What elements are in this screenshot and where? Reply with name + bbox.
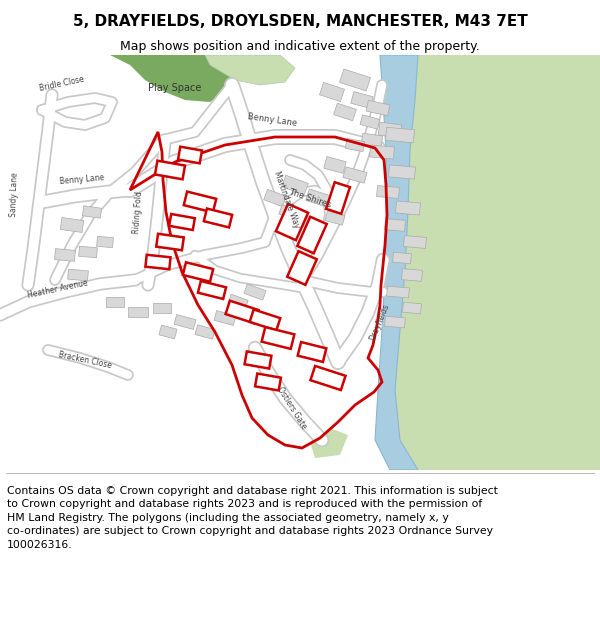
Polygon shape	[287, 251, 317, 285]
Polygon shape	[250, 309, 280, 331]
Polygon shape	[145, 255, 170, 269]
Polygon shape	[361, 133, 383, 147]
Text: Bridle Close: Bridle Close	[39, 75, 85, 93]
Polygon shape	[82, 206, 101, 218]
Text: Heather Avenue: Heather Avenue	[27, 278, 89, 300]
Polygon shape	[334, 103, 356, 121]
Polygon shape	[281, 175, 308, 195]
Polygon shape	[386, 286, 409, 298]
Polygon shape	[404, 236, 427, 249]
Polygon shape	[55, 249, 76, 261]
Polygon shape	[97, 236, 113, 248]
Polygon shape	[343, 167, 367, 183]
Polygon shape	[156, 234, 184, 250]
Polygon shape	[320, 82, 344, 102]
Polygon shape	[106, 297, 124, 307]
Text: Riding Fold: Riding Fold	[132, 191, 144, 234]
Polygon shape	[325, 211, 345, 225]
Polygon shape	[360, 115, 380, 129]
Polygon shape	[324, 157, 346, 173]
Polygon shape	[244, 284, 266, 300]
Polygon shape	[392, 253, 412, 264]
Polygon shape	[395, 201, 421, 215]
Polygon shape	[79, 246, 97, 258]
Text: Drayfields: Drayfields	[368, 302, 391, 342]
Polygon shape	[262, 327, 295, 349]
Polygon shape	[174, 314, 196, 329]
Text: Contains OS data © Crown copyright and database right 2021. This information is : Contains OS data © Crown copyright and d…	[7, 486, 498, 550]
Polygon shape	[297, 217, 327, 253]
Polygon shape	[370, 145, 394, 159]
Polygon shape	[226, 301, 259, 323]
Text: 5, DRAYFIELDS, DROYLSDEN, MANCHESTER, M43 7ET: 5, DRAYFIELDS, DROYLSDEN, MANCHESTER, M4…	[73, 14, 527, 29]
Polygon shape	[366, 101, 390, 116]
Text: Benny Lane: Benny Lane	[247, 112, 298, 128]
Polygon shape	[255, 374, 281, 391]
Polygon shape	[385, 127, 415, 142]
Polygon shape	[385, 219, 406, 231]
Polygon shape	[345, 139, 365, 151]
Polygon shape	[178, 147, 202, 163]
Text: Ostlers Gate: Ostlers Gate	[275, 386, 308, 431]
Polygon shape	[351, 92, 373, 108]
Polygon shape	[378, 122, 402, 138]
Text: Sandy Lane: Sandy Lane	[9, 173, 19, 218]
Polygon shape	[276, 204, 308, 240]
Polygon shape	[159, 325, 177, 339]
Polygon shape	[195, 325, 215, 339]
Polygon shape	[184, 192, 216, 213]
Polygon shape	[155, 161, 185, 179]
Polygon shape	[401, 269, 422, 281]
Polygon shape	[204, 209, 232, 227]
Text: Benny Lane: Benny Lane	[59, 173, 105, 186]
Polygon shape	[214, 311, 236, 326]
Polygon shape	[375, 55, 418, 470]
Polygon shape	[0, 55, 390, 465]
Polygon shape	[228, 294, 248, 310]
Polygon shape	[310, 428, 348, 458]
Text: Map shows position and indicative extent of the property.: Map shows position and indicative extent…	[120, 39, 480, 52]
Polygon shape	[385, 316, 406, 328]
Polygon shape	[326, 182, 350, 214]
Polygon shape	[297, 214, 319, 231]
Polygon shape	[183, 262, 213, 282]
Polygon shape	[298, 342, 326, 362]
Polygon shape	[169, 214, 195, 230]
Polygon shape	[403, 302, 421, 314]
Polygon shape	[205, 55, 295, 85]
Text: Play Space: Play Space	[148, 83, 202, 93]
Polygon shape	[340, 69, 370, 91]
Polygon shape	[279, 204, 297, 219]
Polygon shape	[128, 307, 148, 317]
Polygon shape	[100, 55, 235, 102]
Text: Martindale Way: Martindale Way	[272, 170, 301, 230]
Polygon shape	[153, 303, 171, 313]
Polygon shape	[264, 189, 286, 207]
Text: The Shires: The Shires	[287, 187, 332, 209]
Polygon shape	[198, 281, 226, 299]
Polygon shape	[310, 366, 346, 390]
Polygon shape	[245, 351, 271, 369]
Text: Bracken Close: Bracken Close	[58, 350, 112, 370]
Polygon shape	[389, 165, 415, 179]
Polygon shape	[305, 189, 331, 207]
Polygon shape	[377, 186, 400, 199]
Polygon shape	[395, 55, 600, 470]
Polygon shape	[60, 217, 84, 232]
Polygon shape	[238, 304, 258, 319]
Polygon shape	[68, 269, 88, 281]
